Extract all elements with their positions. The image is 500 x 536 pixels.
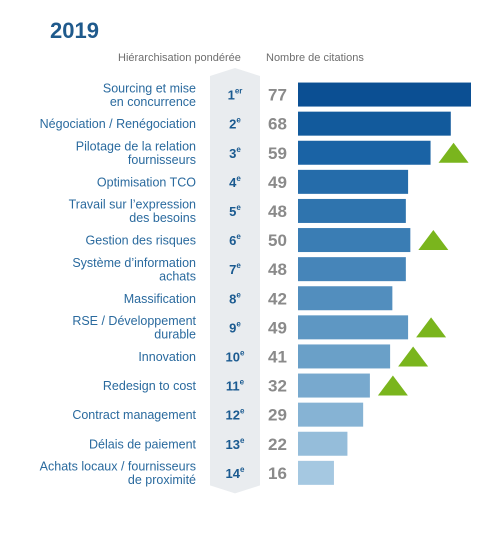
rank-number: 4e <box>229 174 241 190</box>
citation-bar <box>298 111 451 136</box>
citation-bar <box>298 198 406 223</box>
row-label: en concurrence <box>110 95 196 109</box>
citation-value: 77 <box>268 86 287 105</box>
row-label: de proximité <box>128 473 196 487</box>
citation-bar <box>298 140 431 165</box>
row-label: Délais de paiement <box>89 437 197 451</box>
citation-value: 42 <box>268 289 287 308</box>
citation-value: 49 <box>268 173 287 192</box>
row-label: Optimisation TCO <box>97 175 196 189</box>
rank-number: 12e <box>226 407 245 423</box>
citation-value: 48 <box>268 202 287 221</box>
row-label: Système d’information <box>72 256 196 270</box>
row-label: des besoins <box>129 211 196 225</box>
row-label: Négociation / Renégociation <box>40 117 196 131</box>
row-label: Innovation <box>138 350 196 364</box>
citation-bar <box>298 257 406 282</box>
row-label: Sourcing et mise <box>103 81 196 95</box>
citation-value: 29 <box>268 406 287 425</box>
rank-number: 5e <box>229 203 241 219</box>
citation-bar <box>298 460 334 485</box>
rank-number: 13e <box>226 436 245 452</box>
rank-number: 7e <box>229 261 241 277</box>
citations-column-header: Nombre de citations <box>266 52 364 64</box>
rank-number: 3e <box>229 145 241 161</box>
row-label: Gestion des risques <box>86 234 196 248</box>
citation-value: 49 <box>268 318 287 337</box>
up-triangle-icon <box>416 317 447 338</box>
rank-column-pillar <box>210 68 260 494</box>
chart-year-title: 2019 <box>50 18 99 43</box>
citation-bar <box>298 228 411 253</box>
up-triangle-icon <box>377 375 408 396</box>
citation-bar <box>298 431 348 456</box>
citation-bar <box>298 402 364 427</box>
row-label: durable <box>154 328 196 342</box>
row-label: fournisseurs <box>128 153 196 167</box>
citation-bar <box>298 373 370 398</box>
rank-number: 1er <box>228 87 243 103</box>
up-triangle-icon <box>438 142 469 163</box>
row-label: Achats locaux / fournisseurs <box>40 460 196 474</box>
row-label: RSE / Développement <box>72 314 196 328</box>
rank-number: 14e <box>226 465 245 481</box>
citation-bar <box>298 82 471 107</box>
citation-bar <box>298 315 409 340</box>
citation-value: 48 <box>268 260 287 279</box>
rank-number: 10e <box>226 348 245 364</box>
citation-bar <box>298 286 393 311</box>
row-label: Contract management <box>72 408 196 422</box>
rank-number: 8e <box>229 290 241 306</box>
rank-number: 11e <box>226 378 245 394</box>
citation-value: 41 <box>268 347 287 366</box>
citation-bar <box>298 169 409 194</box>
citation-value: 50 <box>268 231 287 250</box>
citation-value: 16 <box>268 464 287 483</box>
row-label: achats <box>159 269 196 283</box>
rank-number: 2e <box>229 116 241 132</box>
row-label: Pilotage de la relation <box>76 140 196 154</box>
rank-column-header: Hiérarchisation pondérée <box>118 52 241 64</box>
row-label: Massification <box>124 292 196 306</box>
row-label: Redesign to cost <box>103 379 197 393</box>
rank-number: 6e <box>229 232 241 248</box>
up-triangle-icon <box>398 346 429 367</box>
rank-number: 9e <box>229 319 241 335</box>
citation-value: 68 <box>268 115 287 134</box>
citation-value: 22 <box>268 435 287 454</box>
citation-value: 59 <box>268 144 287 163</box>
citation-bar <box>298 344 391 369</box>
row-label: Travail sur l’expression <box>69 198 196 212</box>
citation-value: 32 <box>268 377 287 396</box>
up-triangle-icon <box>418 230 449 251</box>
